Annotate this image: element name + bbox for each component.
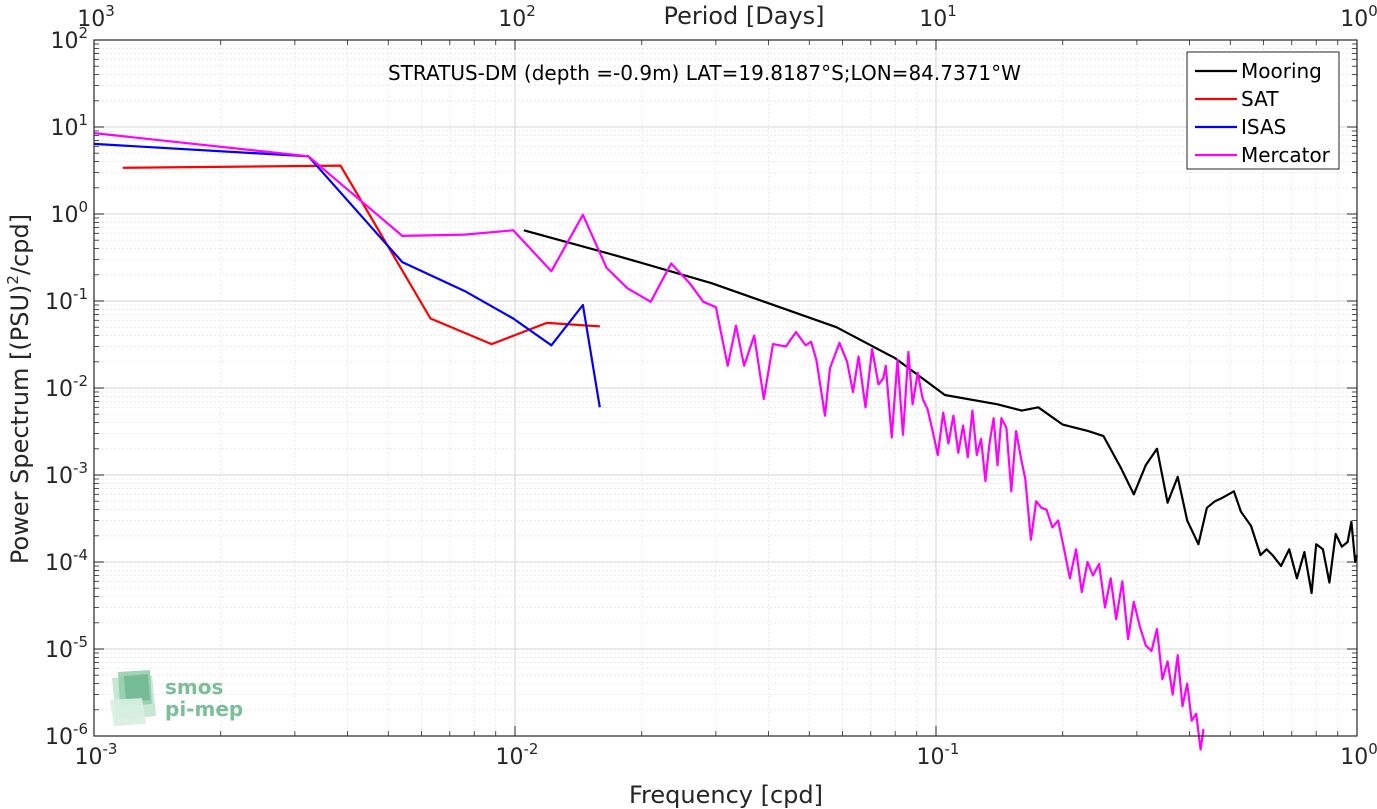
top-tick-label-base: 10 <box>919 7 947 32</box>
x-tick-label-exp: -2 <box>524 740 539 758</box>
y-tick-label: 102 <box>50 24 88 54</box>
y-tick-label-exp: 1 <box>78 111 88 129</box>
top-tick-labels: 103 102 101 100 <box>77 2 1377 32</box>
series-line-isas <box>93 142 601 408</box>
series-layer <box>93 132 1359 751</box>
smos-pi-mep-logo: smos pi-mep <box>110 670 243 726</box>
x-tick-label-base: 10 <box>1340 745 1368 770</box>
y-tick-label-exp: 0 <box>78 198 88 216</box>
y-tick-label-exp: 2 <box>78 24 88 42</box>
x-tick-label: 100 <box>1340 740 1377 770</box>
x-tick-label-exp: 0 <box>1368 740 1377 758</box>
y-tick-label-exp: -2 <box>73 372 88 390</box>
x-tick-label-base: 10 <box>496 745 524 770</box>
y-tick-label-exp: -1 <box>73 285 88 303</box>
x-tick-label: 10-3 <box>75 740 118 770</box>
y-tick-label-exp: -6 <box>73 720 88 738</box>
legend-label-sat: SAT <box>1241 87 1279 111</box>
y-axis-title: Power Spectrum [(PSU)2/cpd] <box>4 214 34 564</box>
y-tick-label-base: 10 <box>50 203 78 228</box>
y-tick-label-base: 10 <box>50 29 78 54</box>
x-tick-label: 10-2 <box>496 740 539 770</box>
top-tick-label: 100 <box>1340 2 1377 32</box>
top-tick-label-base: 10 <box>1340 7 1368 32</box>
y-tick-label-exp: -3 <box>73 459 88 477</box>
legend: Mooring SAT ISAS Mercator <box>1186 51 1340 170</box>
y-tick-label: 10-4 <box>45 546 88 576</box>
x-tick-label-exp: -3 <box>103 740 118 758</box>
y-tick-label: 10-3 <box>45 459 88 489</box>
y-tick-label-base: 10 <box>50 116 78 141</box>
chart-title: STRATUS-DM (depth =-0.9m) LAT=19.8187°S;… <box>388 61 1021 85</box>
y-tick-label: 101 <box>50 111 88 141</box>
series-line-mercator <box>93 132 1205 751</box>
legend-label-mooring: Mooring <box>1241 59 1322 83</box>
top-tick-label: 102 <box>498 2 536 32</box>
tick-marks <box>93 39 1358 737</box>
y-tick-label: 10-5 <box>45 633 88 663</box>
y-tick-label-exp: -4 <box>73 546 88 564</box>
y-axis-title-sup: 2 <box>4 275 22 285</box>
top-tick-label-base: 10 <box>498 7 526 32</box>
y-tick-label: 10-2 <box>45 372 88 402</box>
top-tick-label-exp: 2 <box>526 2 536 20</box>
y-tick-label: 10-1 <box>45 285 88 315</box>
top-tick-label-exp: 3 <box>105 2 115 20</box>
y-tick-label-exp: -5 <box>73 633 88 651</box>
logo-mark <box>110 670 156 726</box>
top-axis-label: Period [Days] <box>663 2 824 30</box>
top-tick-label-exp: 0 <box>1368 2 1377 20</box>
logo-text-smos: smos <box>165 675 223 699</box>
y-tick-label-base: 10 <box>45 464 73 489</box>
y-tick-label-base: 10 <box>45 290 73 315</box>
y-tick-label: 100 <box>50 198 88 228</box>
x-tick-label-base: 10 <box>917 745 945 770</box>
y-axis-title-main: Power Spectrum [(PSU) <box>6 285 34 564</box>
y-axis-title-tail: /cpd] <box>6 214 34 275</box>
x-tick-labels: 10-3 10-2 10-1 100 <box>75 740 1377 770</box>
top-tick-label: 101 <box>919 2 957 32</box>
top-tick-label-exp: 1 <box>947 2 957 20</box>
series-line-sat <box>122 164 600 346</box>
x-tick-label-base: 10 <box>75 745 103 770</box>
top-tick-label: 103 <box>77 2 115 32</box>
x-tick-label: 10-1 <box>917 740 960 770</box>
x-tick-label-exp: -1 <box>945 740 960 758</box>
y-tick-label-base: 10 <box>45 725 73 750</box>
y-tick-label-base: 10 <box>45 551 73 576</box>
y-tick-label-base: 10 <box>45 377 73 402</box>
logo-text-pi-mep: pi-mep <box>165 697 243 721</box>
x-axis-title: Frequency [cpd] <box>629 781 823 809</box>
major-grid <box>93 39 1358 737</box>
legend-label-isas: ISAS <box>1241 115 1286 139</box>
y-tick-label-base: 10 <box>45 638 73 663</box>
y-tick-label: 10-6 <box>45 720 88 750</box>
legend-label-mercator: Mercator <box>1241 143 1331 167</box>
series-line-mooring <box>523 229 1359 595</box>
top-tick-label-base: 10 <box>77 7 105 32</box>
